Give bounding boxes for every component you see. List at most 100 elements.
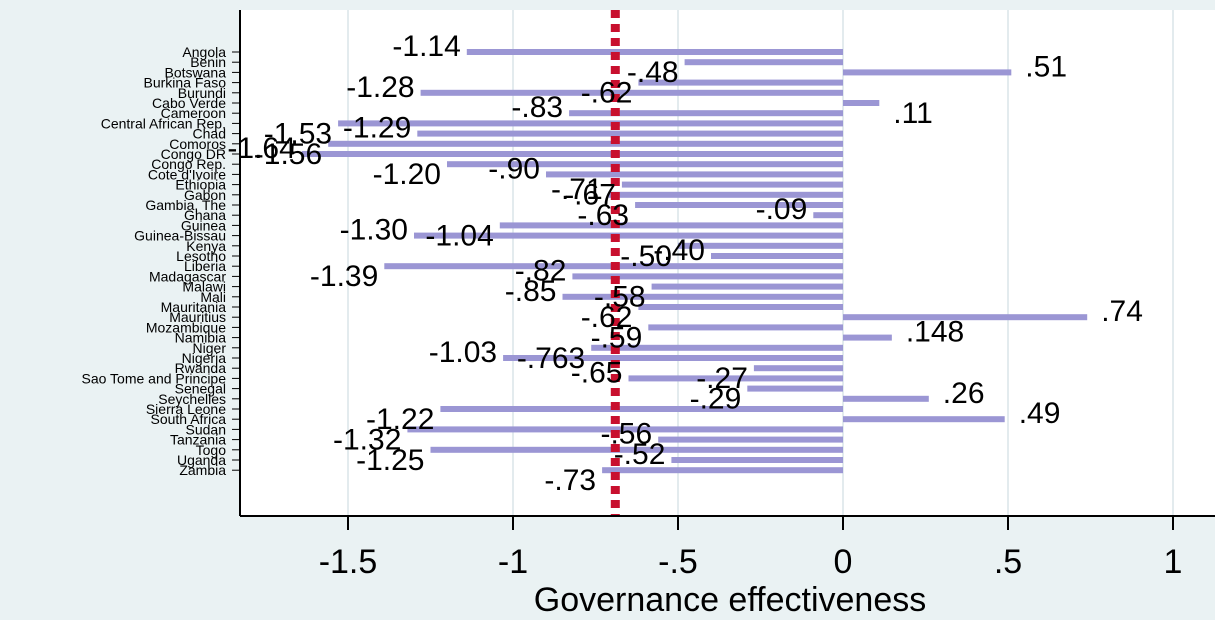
y-tick-label: Congo Rep. (151, 156, 226, 172)
data-label: -1.53 (264, 117, 332, 150)
y-tick-label: Rwanda (175, 360, 227, 376)
y-tick-label: Zambia (179, 462, 226, 478)
data-label: -.29 (690, 383, 742, 416)
data-label: -1.30 (340, 214, 408, 247)
x-tick-labels: -1.5 -1 -.5 0 .5 1 (319, 543, 1183, 581)
x-tick-label: -1.5 (319, 543, 378, 581)
bar (843, 314, 1088, 321)
y-tick-label: Mali (200, 289, 226, 305)
y-tick-label: Cote d'Ivoire (148, 166, 226, 182)
y-tick-label: Burundi (178, 85, 226, 101)
y-tick-label: Burkina Faso (144, 75, 227, 91)
y-tick-label: Liberia (184, 258, 226, 274)
y-tick-label: Mozambique (146, 319, 226, 335)
data-label: -.85 (505, 275, 557, 308)
data-label: -1.03 (429, 336, 497, 369)
y-tick-label: Kenya (186, 238, 226, 254)
bar (466, 49, 843, 55)
y-tick-label: Sierra Leone (146, 401, 226, 417)
data-label: -1.29 (343, 112, 411, 145)
bar (562, 293, 843, 300)
data-label: -.52 (614, 438, 666, 471)
y-tick-label: Guinea (181, 217, 226, 233)
data-label: -.27 (696, 362, 748, 395)
x-tick-label: .5 (994, 543, 1022, 581)
y-tick-label: Mauritius (169, 309, 226, 325)
bar (420, 89, 843, 96)
bar (635, 202, 843, 208)
y-tick-label: Congo DR (161, 146, 226, 162)
bar (843, 416, 1005, 423)
bar (843, 69, 1012, 76)
y-tick-label: Ethiopia (175, 177, 226, 193)
y-tick-label: Central African Rep. (101, 115, 226, 131)
y-tick-label: Nigeria (182, 350, 227, 366)
y-tick-label: Togo (196, 442, 227, 458)
bar (648, 324, 843, 331)
bar (407, 426, 843, 433)
bar (684, 59, 843, 66)
data-label: .51 (1025, 50, 1067, 83)
data-label: .148 (906, 316, 964, 349)
bar (678, 242, 843, 249)
data-label: -1.32 (333, 423, 401, 456)
y-tick-label: Sao Tome and Principe (82, 370, 227, 386)
bar (628, 375, 843, 382)
axes-group (232, 10, 1215, 530)
y-tick-label: Gabon (184, 187, 226, 203)
y-tick-label: Cameroon (161, 105, 226, 121)
data-label: -1.39 (310, 260, 378, 293)
bar (608, 191, 843, 198)
data-label: -.59 (591, 321, 643, 354)
bar (753, 365, 843, 372)
bar (651, 283, 843, 290)
data-label: -.58 (594, 281, 646, 314)
x-tick-label: -1 (498, 543, 528, 581)
bar (301, 151, 843, 157)
data-label: -.71 (551, 173, 603, 206)
data-label: -.50 (620, 240, 672, 273)
y-tick-label: Lesotho (176, 248, 226, 264)
bar (572, 273, 843, 280)
data-label: .11 (893, 97, 932, 130)
bar (499, 222, 843, 229)
y-tick-label: Comoros (169, 136, 226, 152)
bar (621, 181, 843, 188)
data-label: -.90 (488, 152, 540, 185)
y-tick-label: Seychelles (158, 391, 226, 407)
bar (843, 100, 880, 106)
data-label: -.83 (511, 91, 563, 124)
data-label: .49 (1019, 397, 1061, 430)
y-tick-label: Madagascar (149, 268, 226, 284)
y-tick-label: Mauritania (161, 299, 227, 315)
data-label: -.82 (515, 254, 567, 287)
x-tick-label: -.5 (658, 543, 698, 581)
y-tick-label: Gambia, The (145, 197, 226, 213)
bar (447, 161, 843, 168)
data-label: -.40 (653, 234, 705, 267)
data-label: -.67 (564, 179, 616, 212)
data-label: -1.14 (392, 30, 460, 63)
bar (430, 446, 843, 453)
bar (602, 467, 843, 474)
data-label: -.62 (581, 301, 633, 334)
bar (813, 212, 843, 219)
y-tick-label: Tanzania (170, 432, 226, 448)
data-label: -1.56 (254, 138, 322, 171)
bar (671, 457, 843, 463)
data-label: -.763 (517, 342, 585, 375)
y-tick-label: Malawi (182, 279, 226, 295)
bar (569, 110, 843, 117)
y-tick-label: South Africa (151, 411, 227, 427)
x-tick-label: 0 (834, 543, 853, 581)
bar (328, 140, 843, 147)
bars-group (301, 49, 1088, 474)
y-tick-label: Cabo Verde (152, 95, 226, 111)
bar (843, 395, 929, 402)
y-tick-label: Guinea-Bissau (134, 228, 226, 244)
y-tick-label: Sudan (186, 421, 226, 437)
bar (638, 79, 843, 86)
data-label: -.65 (571, 356, 623, 389)
bar (440, 406, 843, 412)
